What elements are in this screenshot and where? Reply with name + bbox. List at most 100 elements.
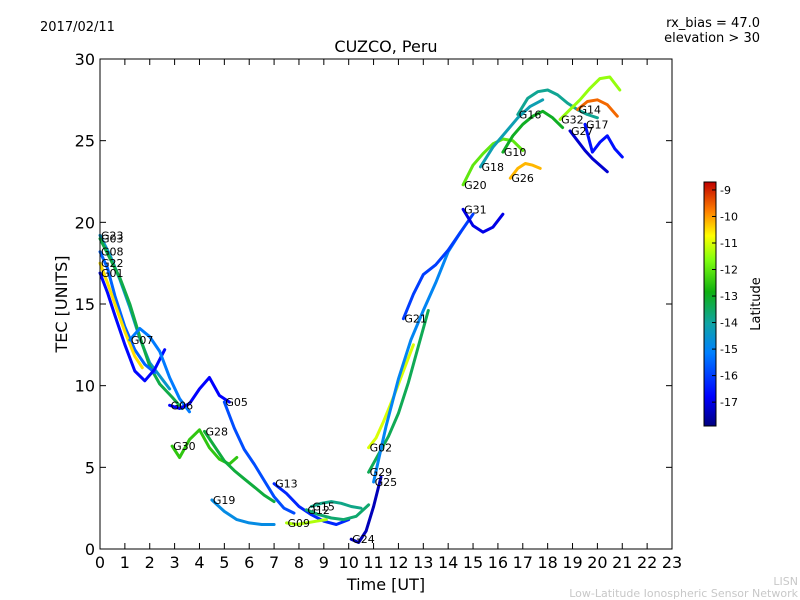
- x-tick-label: 22: [637, 553, 657, 572]
- series-g15: [309, 500, 363, 510]
- x-tick-label: 12: [388, 553, 408, 572]
- series-g28: [203, 429, 276, 504]
- series-g13: [272, 482, 351, 526]
- footer-org: LISN: [773, 575, 798, 588]
- series-g18: [479, 98, 545, 169]
- series-layer: [98, 75, 624, 544]
- satellite-label-g20: G20: [464, 179, 487, 192]
- satellite-label-g26: G26: [511, 172, 534, 185]
- x-tick-label: 20: [587, 553, 607, 572]
- series-g19: [210, 498, 276, 526]
- satellite-label-layer: G23G03G08G22G01G07G06G30G28G05G19G13G09G…: [101, 104, 608, 547]
- satellite-label-g29: G29: [370, 466, 393, 479]
- series-g17: [583, 122, 624, 159]
- colorbar-tick-label: -17: [720, 396, 738, 409]
- satellite-label-g01: G01: [101, 267, 124, 280]
- satellite-label-g24: G24: [352, 533, 375, 546]
- x-tick-label: 4: [194, 553, 204, 572]
- series-g09: [285, 518, 328, 526]
- series-g20: [461, 137, 525, 187]
- colorbar-label: Latitude: [749, 277, 764, 331]
- series-g05: [222, 400, 296, 515]
- satellite-label-g10: G10: [504, 146, 527, 159]
- colorbar-tick-label: -14: [720, 317, 738, 330]
- colorbar-tick-label: -16: [720, 370, 738, 383]
- series-g03: [98, 237, 184, 410]
- satellite-label-g32: G32: [561, 113, 584, 126]
- x-tick-label: 15: [463, 553, 483, 572]
- series-g08: [98, 250, 157, 375]
- x-tick-label: 13: [413, 553, 433, 572]
- satellite-label-g27: G27: [571, 125, 594, 138]
- series-g12: [304, 503, 371, 522]
- colorbar-tick-label: -9: [720, 184, 731, 197]
- x-tick-label: 3: [170, 553, 180, 572]
- satellite-label-g30: G30: [173, 440, 196, 453]
- x-tick-label: 10: [339, 553, 359, 572]
- x-tick-label: 2: [145, 553, 155, 572]
- colorbar-tick-label: -15: [720, 343, 738, 356]
- satellite-label-g16: G16: [519, 109, 542, 122]
- colorbar: [703, 181, 717, 427]
- x-tick-label: 17: [513, 553, 533, 572]
- y-tick-label: 0: [85, 540, 95, 559]
- x-tick-label: 21: [612, 553, 632, 572]
- x-tick-label: 16: [488, 553, 508, 572]
- satellite-label-g14: G14: [578, 104, 601, 117]
- footer-network: Low-Latitude Ionospheric Sensor Network: [569, 587, 798, 600]
- colorbar-tick-label: -12: [720, 264, 738, 277]
- x-tick-label: 23: [662, 553, 682, 572]
- satellite-label-g05: G05: [225, 396, 248, 409]
- satellite-label-g03: G03: [101, 233, 124, 246]
- x-tick-label: 7: [269, 553, 279, 572]
- y-axis-label: TEC [UNITS]: [52, 256, 71, 354]
- satellite-label-g02: G02: [370, 442, 393, 455]
- y-axis-ticks: 0 5 10 15 20 25 30: [75, 50, 672, 559]
- series-g32: [558, 75, 622, 121]
- series-g07: [128, 327, 191, 414]
- satellite-label-g15: G15: [312, 501, 335, 514]
- satellite-label-g06: G06: [171, 399, 194, 412]
- x-tick-label: 14: [438, 553, 458, 572]
- series-g25: [372, 230, 463, 484]
- series-g26: [508, 162, 542, 180]
- chart-title: CUZCO, Peru: [334, 37, 437, 56]
- colorbar-tick-label: -11: [720, 237, 738, 250]
- series-g02: [367, 343, 415, 450]
- x-tick-label: 8: [294, 553, 304, 572]
- x-tick-label: 18: [537, 553, 557, 572]
- colorbar-ticks: -9 -10 -11 -12 -13 -14 -15 -16 -17: [712, 184, 738, 409]
- elevation-label: elevation > 30: [664, 31, 760, 46]
- colorbar-tick-label: -13: [720, 290, 738, 303]
- bias-label: rx_bias = 47.0: [666, 16, 760, 31]
- satellite-label-g08: G08: [101, 246, 124, 259]
- x-axis-label: Time [UT]: [346, 575, 425, 594]
- x-tick-label: 9: [319, 553, 329, 572]
- satellite-label-g17: G17: [586, 118, 609, 131]
- satellite-label-g19: G19: [213, 494, 236, 507]
- series-g14: [576, 98, 619, 118]
- date-label: 2017/02/11: [40, 20, 115, 35]
- satellite-label-g22: G22: [101, 257, 124, 270]
- y-tick-label: 30: [75, 50, 95, 69]
- x-tick-label: 11: [363, 553, 383, 572]
- satellite-label-g25: G25: [375, 476, 398, 489]
- satellite-label-g13: G13: [275, 478, 298, 491]
- series-g21: [401, 212, 475, 321]
- satellite-label-g18: G18: [482, 161, 505, 174]
- satellite-label-g07: G07: [131, 334, 154, 347]
- y-tick-label: 10: [75, 377, 95, 396]
- x-tick-label: 6: [244, 553, 254, 572]
- series-g06: [168, 376, 231, 410]
- y-tick-label: 5: [85, 458, 95, 477]
- series-g31: [461, 207, 505, 234]
- satellite-label-g12: G12: [307, 504, 330, 517]
- series-g01: [98, 271, 167, 383]
- series-g16: [516, 88, 599, 120]
- series-g27: [568, 129, 609, 174]
- x-axis-ticks: 0 1 2 3 4 5 6 7 8 9 10 11 12 13 14 15 16 17 18 19 20 21 22 23: [95, 59, 682, 572]
- colorbar-tick-label: -10: [720, 210, 738, 223]
- x-tick-label: 5: [219, 553, 229, 572]
- x-tick-label: 1: [120, 553, 130, 572]
